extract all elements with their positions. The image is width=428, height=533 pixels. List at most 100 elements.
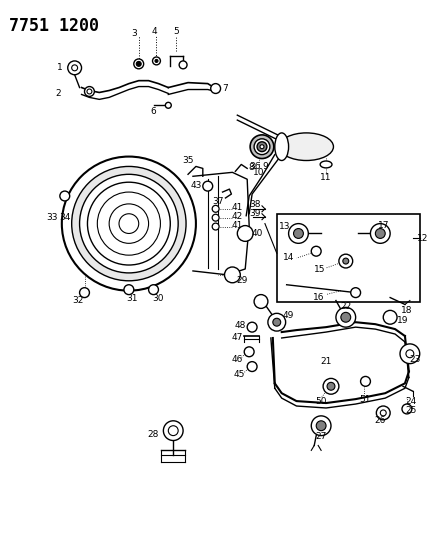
Circle shape — [225, 267, 240, 283]
Ellipse shape — [279, 133, 333, 160]
Circle shape — [370, 224, 390, 244]
Circle shape — [339, 254, 353, 268]
Circle shape — [343, 258, 349, 264]
Circle shape — [155, 60, 158, 62]
Circle shape — [360, 376, 370, 386]
Text: 25: 25 — [405, 407, 416, 415]
Circle shape — [380, 410, 386, 416]
Text: 46: 46 — [232, 355, 243, 364]
Text: 35: 35 — [182, 156, 194, 165]
Circle shape — [327, 382, 335, 390]
Text: 37: 37 — [212, 197, 223, 206]
Circle shape — [247, 322, 257, 332]
Circle shape — [323, 378, 339, 394]
Text: 41: 41 — [232, 221, 243, 230]
Circle shape — [406, 350, 414, 358]
Circle shape — [97, 192, 160, 255]
Circle shape — [400, 344, 420, 364]
Text: 11: 11 — [320, 173, 332, 182]
Text: 18: 18 — [401, 306, 413, 315]
Circle shape — [402, 404, 412, 414]
Text: 39: 39 — [250, 209, 261, 218]
Circle shape — [149, 285, 158, 295]
Text: 10: 10 — [253, 168, 265, 177]
Circle shape — [375, 229, 385, 238]
Circle shape — [80, 174, 178, 273]
Text: 16: 16 — [313, 293, 325, 302]
Circle shape — [212, 223, 219, 230]
Text: 51: 51 — [360, 394, 371, 403]
Circle shape — [254, 295, 268, 309]
Text: 9: 9 — [262, 162, 268, 171]
Text: 49: 49 — [283, 311, 294, 320]
Circle shape — [273, 318, 281, 326]
Circle shape — [124, 285, 134, 295]
Circle shape — [311, 246, 321, 256]
Ellipse shape — [275, 133, 288, 160]
Circle shape — [383, 310, 397, 324]
Text: 42: 42 — [232, 212, 243, 221]
Text: 41: 41 — [232, 203, 243, 212]
Text: 29: 29 — [237, 276, 248, 285]
Circle shape — [62, 157, 196, 290]
Text: 15: 15 — [315, 265, 326, 274]
Text: 34: 34 — [59, 213, 71, 222]
Text: 3: 3 — [131, 29, 137, 38]
Circle shape — [168, 426, 178, 435]
Circle shape — [257, 142, 267, 151]
Circle shape — [311, 416, 331, 435]
Circle shape — [80, 288, 89, 297]
Circle shape — [268, 313, 285, 331]
Text: 50: 50 — [315, 397, 327, 406]
Text: 6: 6 — [151, 107, 156, 116]
Text: 14: 14 — [283, 253, 294, 262]
Text: 7751 1200: 7751 1200 — [9, 17, 98, 35]
Text: 47: 47 — [232, 334, 243, 343]
Circle shape — [87, 89, 92, 94]
Circle shape — [247, 362, 257, 372]
Text: 31: 31 — [126, 294, 137, 303]
Circle shape — [109, 204, 149, 244]
Text: 28: 28 — [148, 430, 159, 439]
Text: 1: 1 — [57, 63, 63, 72]
Circle shape — [211, 84, 220, 93]
Text: 17: 17 — [377, 221, 389, 230]
Circle shape — [351, 288, 360, 297]
Text: 7: 7 — [223, 84, 229, 93]
Text: 22: 22 — [340, 302, 351, 311]
Text: 4: 4 — [152, 27, 158, 36]
Text: 40: 40 — [251, 229, 263, 238]
Text: 21: 21 — [321, 357, 332, 366]
Text: 5: 5 — [173, 27, 179, 36]
Text: 48: 48 — [235, 321, 246, 330]
Circle shape — [134, 59, 144, 69]
Text: 33: 33 — [46, 213, 58, 222]
Text: 24: 24 — [405, 397, 416, 406]
Circle shape — [165, 102, 171, 108]
Text: 12: 12 — [417, 234, 428, 243]
Circle shape — [212, 214, 219, 221]
Circle shape — [163, 421, 183, 440]
Circle shape — [238, 225, 253, 241]
Text: 30: 30 — [153, 294, 164, 303]
Text: 19: 19 — [397, 316, 409, 325]
Circle shape — [294, 229, 303, 238]
Text: 2: 2 — [55, 89, 61, 98]
Text: 27: 27 — [315, 432, 327, 441]
Circle shape — [60, 191, 70, 201]
Circle shape — [71, 65, 77, 71]
Text: 26: 26 — [374, 416, 386, 425]
Text: 32: 32 — [72, 296, 83, 305]
Text: 36: 36 — [250, 162, 261, 171]
Circle shape — [84, 86, 94, 96]
Circle shape — [71, 166, 186, 281]
Circle shape — [68, 61, 82, 75]
Ellipse shape — [320, 161, 332, 168]
Text: 13: 13 — [279, 222, 291, 231]
Text: 23: 23 — [409, 355, 420, 364]
Circle shape — [260, 145, 264, 149]
Text: 43: 43 — [190, 181, 202, 190]
Bar — [277, 214, 420, 303]
Circle shape — [250, 135, 274, 158]
Circle shape — [316, 421, 326, 431]
